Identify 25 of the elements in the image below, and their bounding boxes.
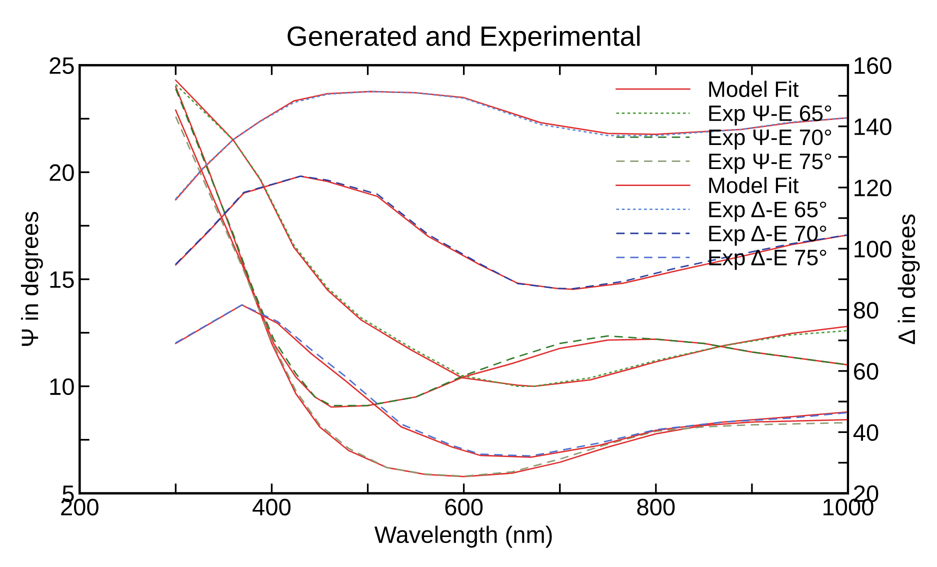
x-tick-label: 400 xyxy=(252,498,291,516)
y2-tick-label: 100 xyxy=(854,240,892,258)
y-tick-label: 25 xyxy=(50,57,74,74)
y2-tick-label: 80 xyxy=(854,302,878,319)
y2-tick-label: 140 xyxy=(854,118,892,136)
legend-label: Model Fit xyxy=(709,176,799,194)
legend-label: Exp Ψ-E 70° xyxy=(709,129,832,150)
legend-label: Exp Ψ-E 75° xyxy=(709,153,832,174)
y-tick-label: 20 xyxy=(50,164,74,182)
y2-tick-label: 60 xyxy=(854,363,878,380)
y2-tick-label: 120 xyxy=(854,180,892,196)
legend-label: Exp Ψ-E 65° xyxy=(709,105,832,126)
y2-tick-label: 160 xyxy=(854,57,892,74)
y-tick-label: 10 xyxy=(50,378,74,396)
y-tick-label: 15 xyxy=(50,272,74,288)
legend-label: Exp Δ-E 65° xyxy=(709,202,826,222)
x-tick-label: 800 xyxy=(637,498,675,516)
legend-label: Exp Δ-E 70° xyxy=(709,226,826,246)
y2-axis-title: Δ in degrees xyxy=(898,214,920,344)
y-axis-title: Ψ in degrees xyxy=(20,212,43,346)
y2-tick-label: 40 xyxy=(853,424,878,441)
legend-label: Model Fit xyxy=(709,80,799,98)
x-axis-title: Wavelength (nm) xyxy=(374,526,552,548)
x-tick-label: 600 xyxy=(445,498,483,516)
chart-title: Generated and Experimental xyxy=(288,26,640,52)
